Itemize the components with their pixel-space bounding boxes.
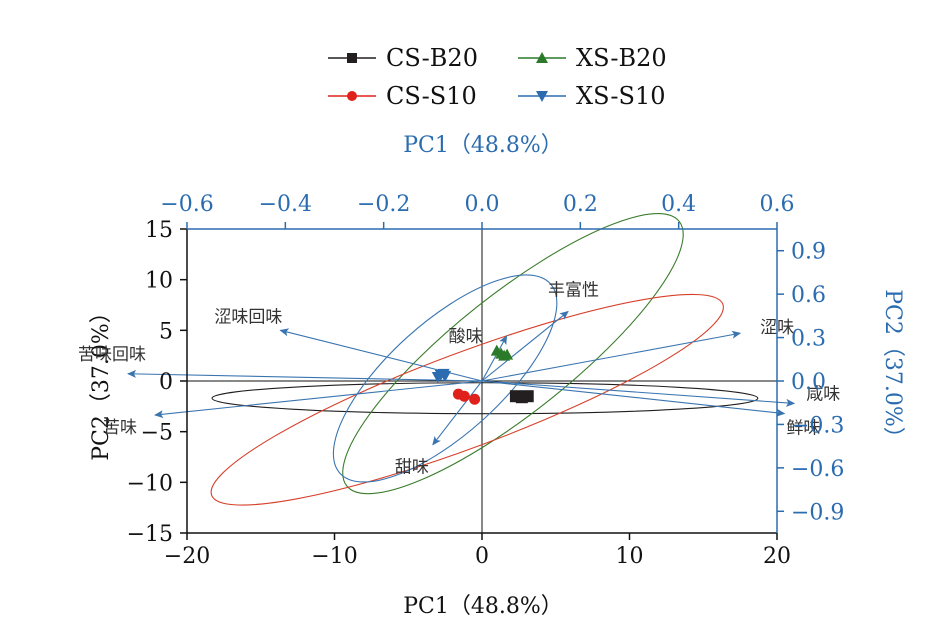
legend-label-xs-s10: XS-S10: [576, 82, 666, 110]
bottom-axis-title: PC1（48.8%）: [403, 594, 563, 619]
point-cs-s10-2: [469, 393, 481, 405]
top-tick-label-3: 0.0: [465, 192, 500, 217]
left-tick-label-1: −10: [127, 471, 173, 496]
loading-label-0: 丰富性: [548, 281, 599, 301]
legend-label-cs-b20: CS-B20: [386, 44, 478, 72]
loading-vector-1: [481, 330, 742, 382]
loading-label-2: 咸味: [806, 384, 840, 404]
left-axis-title: PC2（37.0%）: [89, 301, 114, 461]
loading-label-5: 苦味: [103, 418, 137, 438]
legend-marker-cs-b20: [347, 53, 357, 63]
left-tick-label-2: −5: [141, 421, 173, 446]
bottom-tick-label-2: 0: [475, 544, 489, 569]
right-tick-label-0: 0.9: [791, 240, 826, 265]
legend-label-cs-s10: CS-S10: [386, 82, 477, 110]
top-axis-title: PC1（48.8%）: [403, 133, 563, 158]
ellipse-xs-s10: [332, 274, 558, 483]
legend-marker-xs-b20: [536, 52, 548, 63]
loading-vector-4: [432, 380, 483, 446]
top-tick-label-2: −0.2: [357, 192, 410, 217]
legend-marker-cs-s10: [347, 91, 357, 101]
left-tick-label-5: 10: [145, 269, 173, 294]
loading-label-4: 甜味: [395, 458, 429, 478]
loading-label-6: 苦味回味: [78, 345, 146, 365]
loading-vector-0: [481, 310, 569, 382]
legend: CS-B20 XS-B20 CS-S10 XS-S10: [328, 44, 667, 110]
point-xs-b20-3: [501, 348, 514, 360]
bottom-tick-label-3: 10: [616, 544, 644, 569]
bottom-tick-label-1: −10: [311, 544, 357, 569]
loading-label-3: 鲜味: [786, 419, 820, 439]
ellipse-cs-b20: [211, 382, 759, 415]
bottom-tick-label-4: 20: [763, 544, 791, 569]
top-tick-label-6: 0.6: [760, 192, 795, 217]
left-tick-label-0: −15: [127, 522, 173, 547]
loading-vector-2: [481, 380, 796, 407]
right-tick-label-3: 0.0: [791, 370, 826, 395]
loading-vector-5: [154, 380, 483, 419]
loading-vector-6: [127, 369, 483, 382]
point-xs-s10-3: [437, 368, 450, 380]
loading-vector-3: [481, 380, 786, 417]
loading-label-8: 酸味: [449, 327, 483, 347]
point-cs-b20-2: [521, 390, 534, 403]
left-tick-label-4: 5: [159, 319, 173, 344]
loading-label-7: 涩味回味: [214, 307, 282, 327]
right-tick-label-6: −0.9: [791, 500, 844, 525]
top-tick-label-5: 0.4: [661, 192, 696, 217]
left-tick-label-3: 0: [159, 370, 173, 395]
point-cs-s10-1: [458, 390, 470, 402]
right-axis-title: PC2（37.0%）: [880, 289, 905, 449]
legend-label-xs-b20: XS-B20: [576, 44, 667, 72]
top-tick-label-0: −0.6: [160, 192, 213, 217]
left-tick-label-6: 15: [145, 218, 173, 243]
ellipse-cs-s10: [210, 293, 724, 506]
ellipse-xs-b20: [342, 213, 684, 495]
right-tick-label-1: 0.6: [791, 283, 826, 308]
top-tick-label-1: −0.4: [259, 192, 312, 217]
right-tick-label-5: −0.6: [791, 457, 844, 482]
loading-vector-8: [481, 335, 508, 382]
bottom-tick-label-0: −20: [164, 544, 210, 569]
legend-marker-xs-s10: [536, 91, 548, 102]
right-tick-label-4: −0.3: [791, 413, 844, 438]
right-tick-label-2: 0.3: [791, 327, 826, 352]
top-tick-label-4: 0.2: [563, 192, 598, 217]
